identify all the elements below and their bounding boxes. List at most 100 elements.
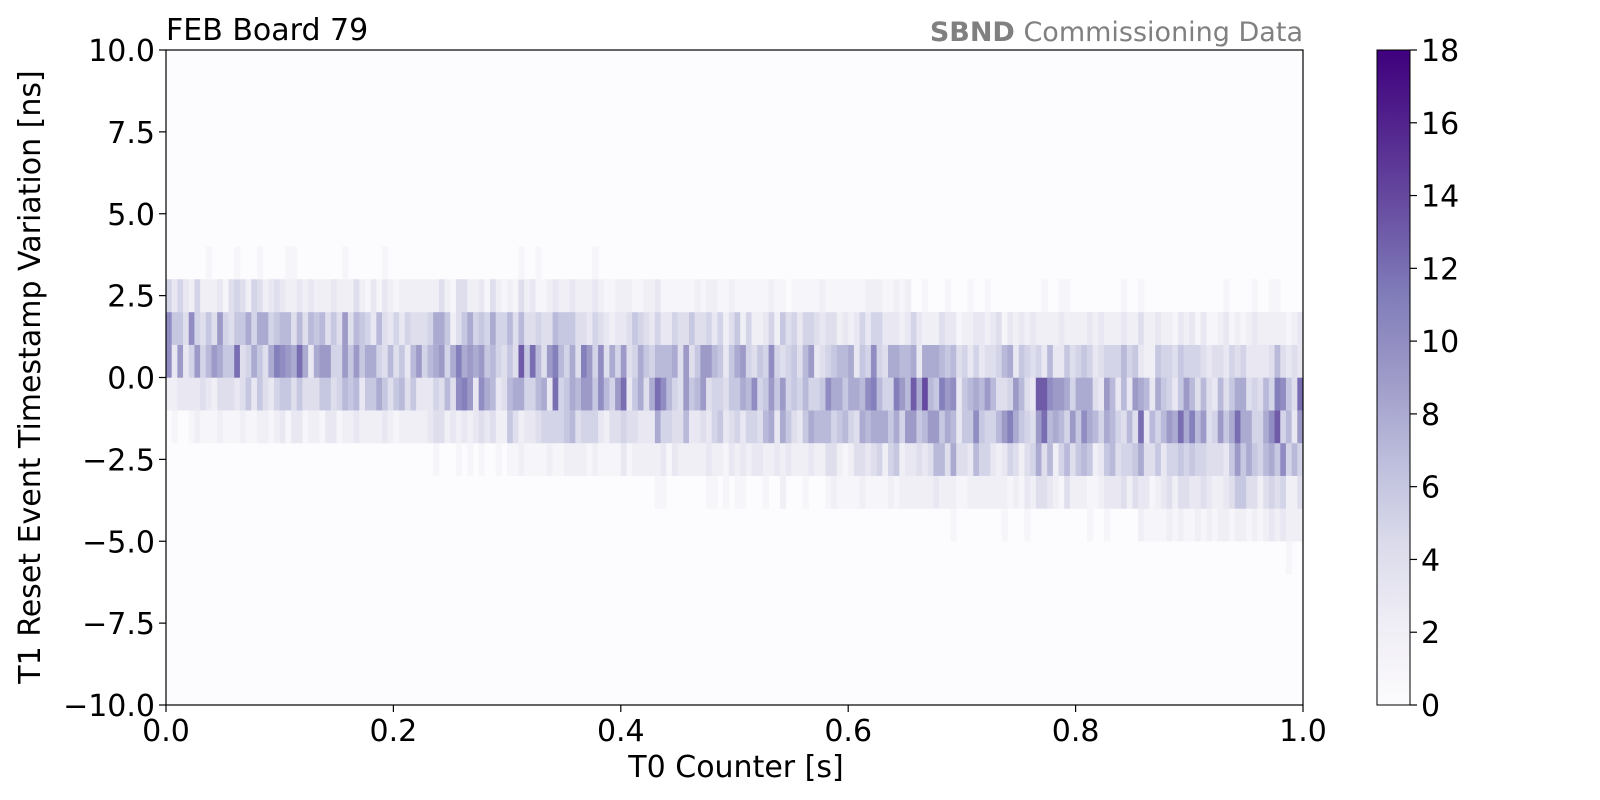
heatmap-cell: [853, 475, 860, 509]
heatmap-cell: [387, 279, 394, 313]
heatmap-cell: [814, 279, 821, 313]
colorbar: [1376, 49, 1411, 706]
heatmap-cell: [876, 443, 883, 476]
heatmap-cell: [1058, 312, 1065, 345]
heatmap-cell: [1240, 344, 1247, 378]
heatmap-cell: [1212, 312, 1219, 345]
heatmap-cell: [1183, 475, 1190, 509]
heatmap-cell: [1104, 377, 1111, 411]
heatmap-cell: [302, 344, 309, 378]
heatmap-cell: [1047, 475, 1054, 509]
heatmap-cell: [745, 443, 752, 476]
heatmap-cell: [325, 279, 332, 313]
heatmap-cell: [603, 344, 610, 378]
heatmap-cell: [870, 279, 878, 313]
heatmap-cell: [779, 410, 787, 444]
heatmap-cell: [1064, 475, 1071, 509]
heatmap-cell: [370, 312, 377, 345]
heatmap-cell: [404, 279, 411, 313]
heatmap-cell: [887, 410, 895, 444]
heatmap-cell: [251, 377, 258, 411]
heatmap-cell: [1052, 410, 1059, 444]
heatmap-cell: [757, 312, 764, 345]
heatmap-cell: [342, 377, 349, 411]
heatmap-cell: [524, 279, 531, 313]
heatmap-cell: [285, 246, 292, 280]
heatmap-cell: [797, 312, 804, 345]
heatmap-cell: [785, 443, 792, 476]
heatmap-cell: [842, 344, 849, 378]
heatmap-cell: [490, 312, 497, 345]
heatmap-cell: [1064, 377, 1071, 411]
heatmap-cell: [1251, 344, 1258, 378]
heatmap-cell: [558, 279, 565, 313]
heatmap-cell: [649, 410, 656, 444]
heatmap-cell: [910, 443, 917, 476]
heatmap-cell: [279, 377, 286, 411]
heatmap-cell: [541, 279, 548, 313]
heatmap-cell: [342, 312, 349, 345]
heatmap-cell: [1138, 443, 1145, 476]
heatmap-cell: [831, 410, 838, 444]
heatmap-cell: [376, 410, 383, 444]
heatmap-cell: [939, 475, 946, 509]
heatmap-cell: [387, 312, 394, 345]
heatmap-cell: [870, 344, 878, 378]
heatmap-cell: [472, 279, 480, 313]
heatmap-cell: [205, 377, 212, 411]
heatmap-cell: [256, 246, 264, 280]
heatmap-cell: [1064, 312, 1071, 345]
heatmap-cell: [228, 312, 235, 345]
heatmap-cell: [279, 312, 286, 345]
heatmap-cell: [654, 410, 661, 444]
heatmap-cell: [671, 377, 679, 411]
heatmap-cell: [535, 246, 542, 280]
heatmap-cell: [1132, 475, 1139, 509]
heatmap-cell: [546, 312, 553, 345]
heatmap-cell: [723, 312, 730, 345]
heatmap-cell: [927, 377, 934, 411]
heatmap-cell: [1001, 475, 1008, 509]
heatmap-cell: [865, 475, 872, 509]
heatmap-cell: [950, 508, 957, 542]
heatmap-cell: [222, 377, 229, 411]
heatmap-cell: [461, 344, 468, 378]
heatmap-cell: [1081, 312, 1088, 345]
heatmap-cell: [370, 279, 377, 313]
heatmap-cell: [1246, 508, 1253, 542]
heatmap-cell: [1229, 475, 1236, 509]
heatmap-cell: [1007, 475, 1014, 509]
heatmap-cell: [802, 410, 809, 444]
heatmap-cell: [1206, 312, 1213, 345]
heatmap-cell: [472, 312, 480, 345]
heatmap-cell: [575, 410, 582, 444]
heatmap-cell: [1257, 443, 1264, 476]
heatmap-cell: [700, 410, 707, 444]
heatmap-cell: [166, 279, 173, 313]
colorbar-tick-label: 16: [1421, 107, 1459, 142]
heatmap-cell: [205, 312, 212, 345]
heatmap-cell: [1189, 410, 1196, 444]
heatmap-cell: [359, 344, 366, 378]
heatmap-cell: [1138, 377, 1145, 411]
heatmap-cell: [671, 344, 679, 378]
heatmap-cell: [956, 377, 963, 411]
heatmap-cell: [1280, 344, 1287, 378]
heatmap-cell: [717, 312, 724, 345]
heatmap-cell: [1223, 312, 1230, 345]
heatmap-cell: [740, 410, 747, 444]
heatmap-cell: [478, 279, 485, 313]
heatmap-cell: [620, 312, 627, 345]
heatmap-cell: [598, 377, 605, 411]
heatmap-cell: [1291, 312, 1298, 345]
heatmap-cell: [1217, 377, 1224, 411]
heatmap-cell: [495, 344, 502, 378]
heatmap-cell: [586, 279, 593, 313]
heatmap-cell: [939, 410, 946, 444]
heatmap-cell: [717, 377, 724, 411]
heatmap-cell: [1086, 475, 1094, 509]
heatmap-cell: [1285, 541, 1293, 575]
heatmap-cell: [563, 344, 571, 378]
heatmap-cell: [1001, 312, 1008, 345]
heatmap-cell: [808, 344, 815, 378]
